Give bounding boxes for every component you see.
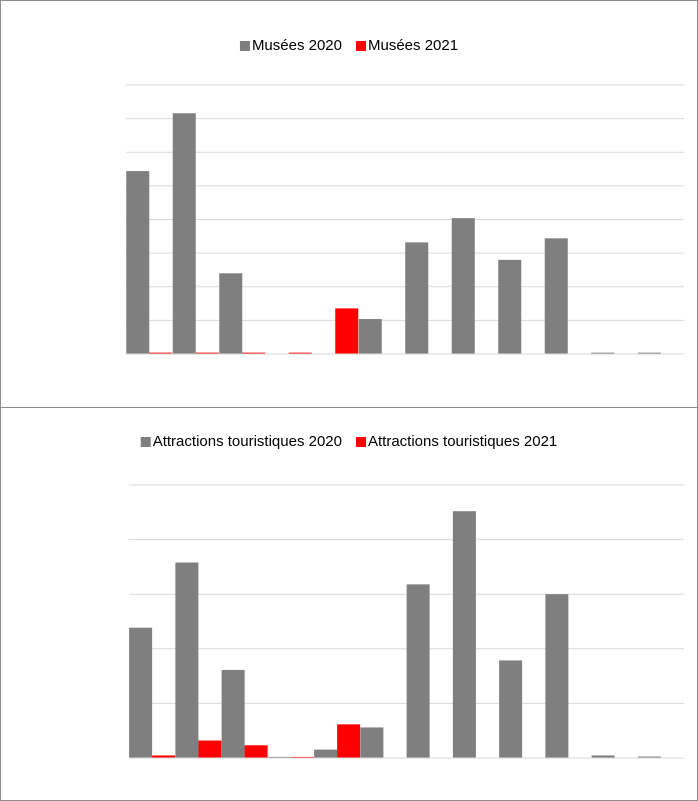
bar-series1-9 — [499, 660, 523, 758]
bar-series1-2 — [175, 562, 199, 758]
bar-series1-10 — [545, 594, 569, 758]
legend: Musées 2020 Musées 2021 — [239, 37, 458, 54]
bar-series1-11 — [591, 352, 615, 354]
bar-series1-1 — [129, 627, 153, 758]
legend-swatch — [356, 437, 366, 447]
bar-series2-3 — [242, 352, 266, 354]
bar-series2-3 — [244, 745, 268, 758]
bar-series2-5 — [335, 308, 359, 354]
legend-swatch — [140, 437, 151, 447]
legend-label: Musées 2020 — [252, 37, 342, 54]
legend-label: Attractions touristiques 2021 — [368, 433, 557, 450]
legend-label: Attractions touristiques 2020 — [153, 433, 342, 450]
bar-series2-4 — [288, 352, 312, 354]
bar-series1-5 — [314, 749, 338, 758]
bar-series2-4 — [290, 756, 314, 758]
bar-series1-3 — [221, 669, 245, 758]
chart-panel-museums: Musées 2020 Musées 2021 — [0, 0, 698, 408]
legend-swatch — [356, 41, 366, 51]
bar-series1-8 — [452, 511, 476, 758]
chart-attractions: Attractions touristiques 2020 Attractions… — [129, 433, 684, 759]
bar-series2-2 — [195, 352, 219, 354]
bar-series1-3 — [219, 273, 243, 354]
chart-museums: Musées 2020 Musées 2021 — [126, 37, 684, 355]
legend: Attractions touristiques 2020 Attractions… — [140, 433, 557, 450]
bar-series1-11 — [591, 755, 615, 758]
bar-series1-2 — [172, 113, 196, 355]
bar-series2-5 — [337, 724, 361, 758]
legend-label: Musées 2021 — [368, 37, 458, 54]
bar-series2-2 — [198, 740, 222, 758]
bar-series1-6 — [358, 319, 382, 354]
bar-series1-7 — [406, 584, 430, 758]
bar-series1-12 — [637, 756, 661, 758]
bar-series1-8 — [451, 218, 475, 354]
bar-series1-6 — [360, 727, 384, 758]
bar-series2-1 — [152, 755, 176, 758]
bar-series1-12 — [637, 352, 661, 354]
bar-series1-1 — [126, 171, 150, 354]
bar-series1-7 — [405, 242, 429, 354]
bar-series1-10 — [544, 238, 568, 354]
legend-swatch — [239, 41, 250, 51]
bar-series1-4 — [267, 756, 291, 758]
bar-series1-9 — [498, 259, 522, 354]
bar-series2-1 — [149, 352, 173, 354]
chart-panel-attractions: Attractions touristiques 2020 Attractions… — [0, 407, 698, 801]
